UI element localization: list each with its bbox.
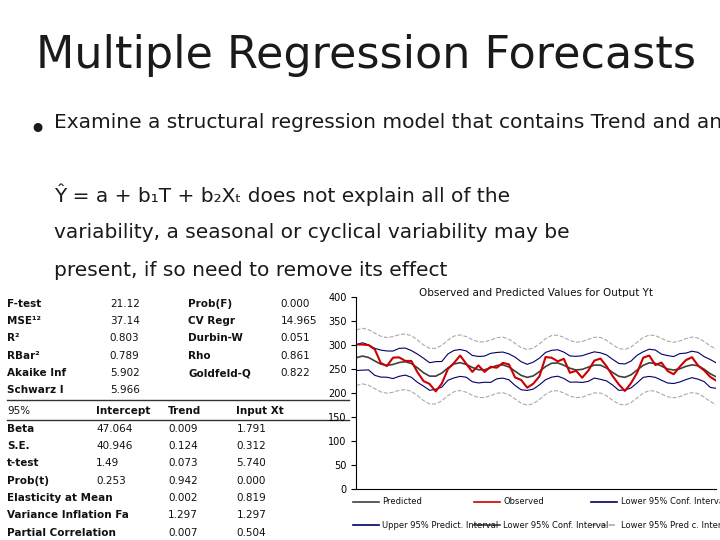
Text: 0.124: 0.124 [168,441,198,451]
Text: 47.064: 47.064 [96,424,132,434]
Text: 5.966: 5.966 [109,386,140,395]
Text: Durbin-W: Durbin-W [189,333,243,343]
Text: 0.073: 0.073 [168,458,197,468]
Text: 1.297: 1.297 [236,510,266,521]
Text: R²: R² [7,333,19,343]
Text: 1.49: 1.49 [96,458,120,468]
Text: 0.000: 0.000 [236,476,266,486]
Text: Multiple Regression Forecasts: Multiple Regression Forecasts [36,34,696,77]
Text: Variance Inflation Fa: Variance Inflation Fa [7,510,129,521]
Text: 0.253: 0.253 [96,476,126,486]
Text: 0.002: 0.002 [168,493,197,503]
Text: Ŷ = a + b₁T + b₂Xₜ does not explain all of the: Ŷ = a + b₁T + b₂Xₜ does not explain all … [54,183,510,206]
Text: Examine a structural regression model that contains Trend and an X variable: Examine a structural regression model th… [54,112,720,132]
Text: MSE¹²: MSE¹² [7,316,41,326]
Text: Predicted: Predicted [382,497,422,506]
Text: Observed and Predicted Values for Output Yt: Observed and Predicted Values for Output… [419,288,654,298]
Text: 5.740: 5.740 [236,458,266,468]
Text: 0.504: 0.504 [236,528,266,538]
Text: Intercept: Intercept [96,407,150,416]
Text: 95%: 95% [7,407,30,416]
Text: Elasticity at Mean: Elasticity at Mean [7,493,113,503]
Text: 0.942: 0.942 [168,476,198,486]
Text: Rho: Rho [189,351,211,361]
Text: Prob(t): Prob(t) [7,476,49,486]
Text: 0.822: 0.822 [281,368,310,378]
Text: Input Xt: Input Xt [236,407,284,416]
Text: Akaike Inf: Akaike Inf [7,368,66,378]
Text: 0.000: 0.000 [281,299,310,309]
Text: Goldfeld-Q: Goldfeld-Q [189,368,251,378]
Text: F-test: F-test [7,299,42,309]
Text: 21.12: 21.12 [109,299,140,309]
Text: RBar²: RBar² [7,351,40,361]
Text: 5.902: 5.902 [109,368,140,378]
Text: present, if so need to remove its effect: present, if so need to remove its effect [54,261,447,280]
Text: 1.297: 1.297 [168,510,198,521]
Text: Lower 95% Pred c. Interva: Lower 95% Pred c. Interva [621,521,720,530]
Text: 0.803: 0.803 [109,333,140,343]
Text: Schwarz I: Schwarz I [7,386,64,395]
Text: •: • [29,116,47,145]
Text: 0.789: 0.789 [109,351,140,361]
Text: Upper 95% Predict. Interval: Upper 95% Predict. Interval [382,521,498,530]
Text: 40.946: 40.946 [96,441,132,451]
Text: 0.051: 0.051 [281,333,310,343]
Text: 0.819: 0.819 [236,493,266,503]
Text: Observed: Observed [503,497,544,506]
Text: 37.14: 37.14 [109,316,140,326]
Text: Lower 95% Conf. Interva: Lower 95% Conf. Interva [621,497,720,506]
Text: Partial Correlation: Partial Correlation [7,528,116,538]
Text: t-test: t-test [7,458,40,468]
Text: 14.965: 14.965 [281,316,318,326]
Text: Beta: Beta [7,424,35,434]
Text: Trend: Trend [168,407,201,416]
Text: 0.312: 0.312 [236,441,266,451]
Text: Prob(F): Prob(F) [189,299,233,309]
Text: 0.009: 0.009 [168,424,197,434]
Text: CV Regr: CV Regr [189,316,235,326]
Text: Lower 95% Conf. Interval: Lower 95% Conf. Interval [503,521,608,530]
Text: 0.007: 0.007 [168,528,197,538]
Text: 1.791: 1.791 [236,424,266,434]
Text: S.E.: S.E. [7,441,30,451]
Text: variability, a seasonal or cyclical variability may be: variability, a seasonal or cyclical vari… [54,223,570,242]
Text: 0.861: 0.861 [281,351,310,361]
